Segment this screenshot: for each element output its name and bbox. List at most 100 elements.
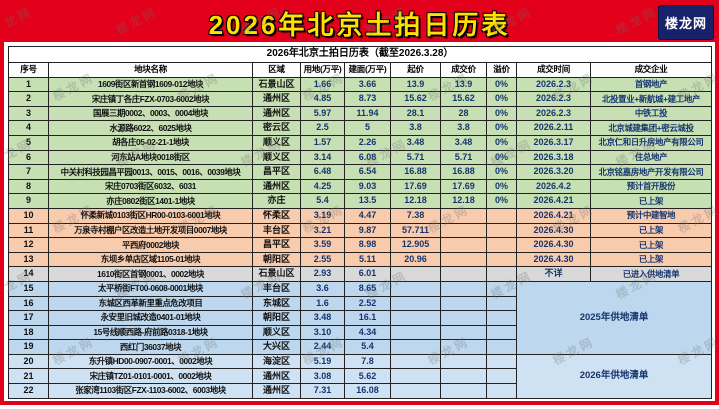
table-row: 8 宋庄0703街区6032、6031 通州区 4.25 9.03 17.69 17.69 0… [8, 178, 713, 195]
cell-building-area: 2.26 [344, 134, 391, 151]
cell-building-area: 4.34 [344, 324, 391, 341]
table-row: 14 1610街区首钢0001、0002地块 石景山区 2.93 6.01 不详 已进入供地… [8, 266, 713, 282]
cell-deal-price [440, 222, 487, 239]
cell-building-area: 2.52 [344, 295, 391, 312]
table-row: 15 太平桥街FT00-0608-0001地块 丰台区 3.6 8.65 2025年供地清… [8, 280, 713, 355]
cell-land-area: 2.44 [300, 339, 345, 355]
cell-premium: 0% [486, 149, 517, 166]
cell-deal-date: 2026.4.30 [516, 251, 591, 268]
cell-premium [486, 310, 517, 326]
cell-premium [486, 266, 517, 282]
cell-name: 太平桥街FT00-0608-0001地块 [48, 280, 253, 297]
cell-deal-date: 2026.3.20 [516, 164, 591, 180]
cell-company: 已进入供地清单 [589, 266, 713, 282]
cell-land-area: 2.55 [300, 251, 345, 268]
cell-name: 万泉寺村棚户区改造土地开发项目0007地块 [48, 222, 253, 239]
cell-district: 丰台区 [252, 280, 301, 297]
cell-no: 8 [8, 178, 49, 195]
cell-company: 预计首开股份 [589, 178, 713, 195]
cell-district: 密云区 [252, 120, 301, 136]
cell-deal-date: 2026.2.3 [516, 105, 591, 122]
cell-no: 10 [8, 207, 49, 224]
cell-premium: 0% [486, 193, 517, 209]
cell-no: 6 [8, 149, 49, 166]
table-row: 22 张家湾1103街区FZX-1103-6002、6003地块 通州区 7.31 16… [8, 383, 712, 399]
cell-building-area: 8.73 [344, 91, 391, 107]
table-row: 5 胡各庄05-02-21-1地块 顺义区 1.57 2.26 3.48 3.48 0% 202… [8, 134, 713, 151]
cell-district: 昌平区 [252, 237, 301, 253]
cell-district: 通州区 [252, 105, 301, 122]
cell-premium: 0% [486, 164, 517, 180]
cell-deal-price: 3.8 [440, 120, 487, 136]
cell-start-price: 13.9 [390, 76, 441, 93]
cell-start-price [390, 324, 441, 341]
cell-no: 14 [8, 266, 49, 282]
table-row: 19 西红门36037地块 大兴区 2.44 5.4 [8, 339, 712, 355]
merged-plan-cell: 2026年供地清单 [515, 353, 713, 399]
cell-company: 已上架 [589, 193, 713, 209]
cell-company: 北投置业+新航城+建工地产 [589, 91, 713, 107]
cell-deal-date: 2026.4.21 [516, 207, 591, 224]
cell-premium [486, 222, 517, 239]
merged-plan-cell: 2025年供地清单 [515, 280, 713, 355]
cell-premium: 0% [486, 120, 517, 136]
cell-building-area: 9.87 [344, 222, 391, 239]
column-header-deal-price: 成交价 [440, 62, 487, 78]
cell-no: 3 [8, 105, 49, 122]
cell-name: 东坝乡单店区域1105-01地块 [48, 251, 253, 268]
cell-building-area: 8.65 [344, 280, 391, 297]
cell-district: 顺义区 [252, 134, 301, 151]
cell-start-price: 7.38 [390, 207, 441, 224]
cell-district: 怀柔区 [252, 207, 301, 224]
table-row: 6 河东站A地块0018街区 顺义区 3.14 6.08 5.71 5.71 0% 2026.3… [8, 149, 713, 166]
cell-start-price [390, 295, 441, 312]
site-logo-text: 楼龙网 [664, 16, 707, 31]
cell-company: 首钢地产 [589, 76, 713, 93]
cell-premium [486, 237, 517, 253]
cell-no: 17 [8, 310, 49, 326]
site-logo: 楼龙网 [658, 5, 714, 40]
cell-land-area: 3.08 [300, 368, 345, 385]
cell-deal-price [440, 310, 487, 326]
cell-district: 海淀区 [252, 353, 301, 370]
cell-start-price [390, 310, 441, 326]
cell-building-area: 5.11 [344, 251, 391, 268]
cell-land-area: 5.19 [300, 353, 345, 370]
cell-deal-date: 2026.2.3 [516, 91, 591, 107]
cell-district: 通州区 [252, 91, 301, 107]
cell-name: 西红门36037地块 [48, 339, 253, 355]
cell-company: 已上架 [589, 251, 713, 268]
cell-land-area: 4.25 [300, 178, 345, 195]
cell-start-price: 16.88 [390, 164, 441, 180]
cell-district: 石景山区 [252, 76, 301, 93]
cell-premium: 0% [486, 91, 517, 107]
cell-premium [486, 251, 517, 268]
cell-premium: 0% [486, 178, 517, 195]
cell-start-price: 5.71 [390, 149, 441, 166]
cell-building-area: 4.47 [344, 207, 391, 224]
cell-start-price: 3.48 [390, 134, 441, 151]
cell-start-price: 17.69 [390, 178, 441, 195]
table-row: 13 东坝乡单店区域1105-01地块 朝阳区 2.55 5.11 20.96 2026.4… [8, 251, 713, 268]
table-row: 2 宋庄镇丁各庄FZX-0703-6002地块 通州区 4.85 8.73 15.62 15… [8, 91, 713, 107]
table-row: 9 亦庄0802街区1401-1地块 亦庄 5.4 13.5 12.18 12.18 0% 20… [8, 193, 713, 209]
cell-district: 通州区 [252, 178, 301, 195]
cell-deal-price [440, 383, 487, 399]
column-header-deal-date: 成交时间 [516, 62, 591, 78]
cell-premium [486, 353, 517, 370]
table-row: 7 中关村科技园昌平园0013、0015、0016、0039地块 昌平区 6.48 6.… [8, 164, 713, 180]
table-row: 10 怀柔新城0103街区HR00-0103-6001地块 怀柔区 3.19 4.47 7… [8, 207, 713, 224]
column-header-no: 序号 [8, 62, 49, 78]
cell-deal-price [440, 368, 487, 385]
cell-company: 预计中建智地 [589, 207, 713, 224]
cell-district: 丰台区 [252, 222, 301, 239]
cell-premium [486, 368, 517, 385]
cell-land-area: 1.57 [300, 134, 345, 151]
cell-district: 石景山区 [252, 266, 301, 282]
table-row: 20 东升镇HD00-0907-0001、0002地块 海淀区 5.19 7.8 2026… [8, 353, 713, 399]
cell-start-price: 20.96 [390, 251, 441, 268]
cell-premium: 0% [486, 105, 517, 122]
cell-no: 16 [8, 295, 49, 312]
cell-land-area: 3.19 [300, 207, 345, 224]
cell-no: 20 [8, 353, 49, 370]
